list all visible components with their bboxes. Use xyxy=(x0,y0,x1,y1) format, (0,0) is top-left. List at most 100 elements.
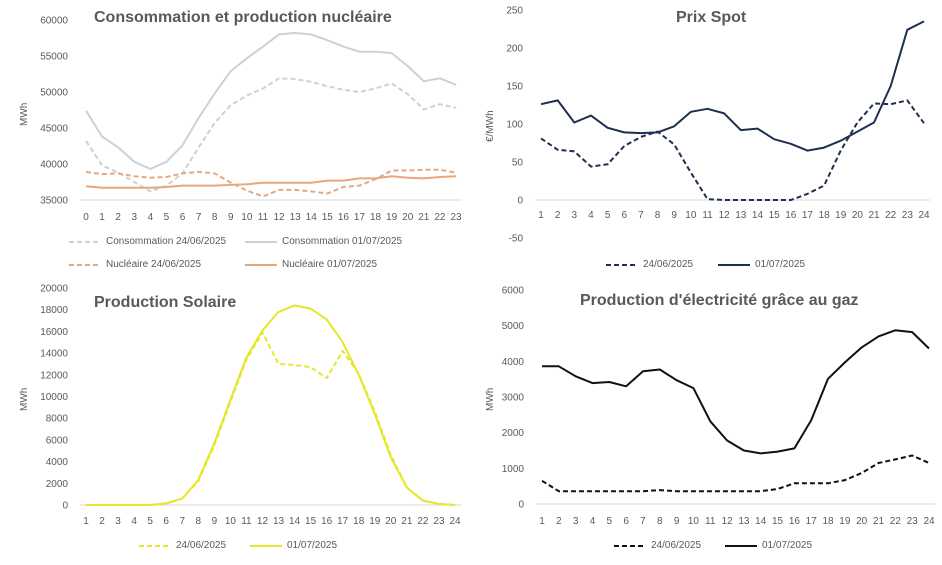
x-tick-label: 9 xyxy=(228,212,234,223)
legend-swatch-solid-black xyxy=(725,544,757,547)
x-tick-label: 18 xyxy=(822,516,834,527)
x-tick-label: 14 xyxy=(752,210,764,221)
x-tick-label: 21 xyxy=(418,212,430,223)
x-tick-label: 20 xyxy=(852,210,864,221)
consumption-y-axis-label: MWh xyxy=(19,102,30,126)
legend-swatch-dashed-yellow xyxy=(139,544,171,547)
legend-label: Nucléaire 01/07/2025 xyxy=(282,259,378,270)
x-tick-label: 5 xyxy=(164,212,170,223)
x-tick-label: 20 xyxy=(402,212,414,223)
legend-swatch-solid-grey xyxy=(245,240,277,243)
x-tick-label: 9 xyxy=(671,210,677,221)
x-tick-label: 1 xyxy=(538,210,544,221)
x-tick-label: 23 xyxy=(907,516,919,527)
x-tick-label: 4 xyxy=(148,212,154,223)
series-line-1 xyxy=(85,32,457,170)
x-tick-label: 16 xyxy=(338,212,350,223)
x-tick-label: 22 xyxy=(417,516,429,527)
consumption-chart-title: Consommation et production nucléaire xyxy=(94,9,392,26)
gas-y-axis-label: MWh xyxy=(485,387,496,411)
legend-swatch-dashed-navy xyxy=(606,263,638,266)
series-line-2 xyxy=(85,168,457,198)
y-tick-label: 10000 xyxy=(40,392,68,403)
legend-label: 24/06/2025 xyxy=(176,540,227,551)
x-tick-label: 17 xyxy=(806,516,818,527)
legend-swatch-dashed-grey xyxy=(69,240,101,243)
legend-swatch-dashed-black xyxy=(614,544,646,547)
x-tick-label: 17 xyxy=(802,210,814,221)
y-tick-label: 150 xyxy=(506,82,523,93)
legend-label: 24/06/2025 xyxy=(651,540,702,551)
legend-swatch-solid-yellow xyxy=(250,544,282,547)
x-tick-label: 2 xyxy=(555,210,561,221)
consumption-chart-panel: 35000 40000 45000 50000 55000 60000 0 1 2 3 4 5 6 7 8 9… xyxy=(0,0,471,283)
y-tick-label: 14000 xyxy=(40,349,68,360)
legend-item-gaz-24-06: 24/06/2025 xyxy=(613,540,701,551)
x-tick-label: 1 xyxy=(99,212,105,223)
x-tick-label: 16 xyxy=(785,210,797,221)
legend-item-nucleaire-24-06: Nucléaire 24/06/2025 xyxy=(68,259,201,270)
x-tick-label: 3 xyxy=(131,212,137,223)
y-tick-label: 0 xyxy=(517,196,523,207)
y-tick-label: 6000 xyxy=(502,286,525,297)
x-tick-label: 5 xyxy=(605,210,611,221)
x-tick-label: 20 xyxy=(385,516,397,527)
x-tick-label: 23 xyxy=(450,212,462,223)
legend-label: 01/07/2025 xyxy=(755,259,806,270)
x-tick-label: 14 xyxy=(289,516,301,527)
x-tick-label: 4 xyxy=(131,516,137,527)
x-tick-label: 6 xyxy=(623,516,629,527)
x-tick-label: 18 xyxy=(370,212,382,223)
x-tick-label: 21 xyxy=(868,210,880,221)
y-tick-label: -50 xyxy=(509,234,524,245)
series-line-3 xyxy=(85,175,457,189)
solar-chart-title: Production Solaire xyxy=(94,294,237,311)
gas-chart-title: Production d'électricité grâce au gaz xyxy=(580,292,859,309)
x-tick-label: 12 xyxy=(719,210,731,221)
x-tick-label: 10 xyxy=(241,212,253,223)
x-tick-label: 10 xyxy=(688,516,700,527)
y-tick-label: 55000 xyxy=(40,52,68,63)
solar-chart-svg: 0 2000 4000 6000 8000 10000 12000 14000 16000 180… xyxy=(40,284,461,527)
x-tick-label: 5 xyxy=(607,516,613,527)
spot-price-chart-panel: -50 0 50 100 150 200 250 1 2 3 4 5 6 7 8 9 10 11 12 13 14 15 1… xyxy=(471,0,942,283)
x-tick-label: 10 xyxy=(685,210,697,221)
x-tick-label: 19 xyxy=(386,212,398,223)
x-tick-label: 15 xyxy=(322,212,334,223)
y-tick-label: 8000 xyxy=(46,414,69,425)
legend-swatch-dashed-orange xyxy=(69,263,101,266)
y-tick-label: 100 xyxy=(506,120,523,131)
series-line-1 xyxy=(542,329,930,455)
legend-swatch-solid-orange xyxy=(245,263,277,266)
legend-label: 01/07/2025 xyxy=(762,540,813,551)
x-tick-label: 19 xyxy=(839,516,851,527)
y-tick-label: 16000 xyxy=(40,327,68,338)
x-tick-label: 24 xyxy=(918,210,930,221)
legend-label: 24/06/2025 xyxy=(643,259,694,270)
y-tick-label: 0 xyxy=(62,501,68,512)
legend-label: 01/07/2025 xyxy=(287,540,338,551)
y-tick-label: 2000 xyxy=(46,479,69,490)
x-tick-label: 15 xyxy=(305,516,317,527)
y-tick-label: 50000 xyxy=(40,88,68,99)
x-tick-label: 13 xyxy=(290,212,302,223)
x-tick-label: 8 xyxy=(657,516,663,527)
x-tick-label: 1 xyxy=(539,516,545,527)
solar-y-axis-label: MWh xyxy=(19,387,30,411)
x-tick-label: 9 xyxy=(212,516,218,527)
y-tick-label: 45000 xyxy=(40,124,68,135)
x-tick-label: 23 xyxy=(902,210,914,221)
legend-label: Nucléaire 24/06/2025 xyxy=(106,259,202,270)
y-tick-label: 60000 xyxy=(40,16,68,27)
x-tick-label: 22 xyxy=(434,212,446,223)
x-tick-label: 16 xyxy=(789,516,801,527)
legend-label: Consommation 01/07/2025 xyxy=(282,236,403,247)
x-tick-label: 24 xyxy=(449,516,461,527)
x-tick-label: 12 xyxy=(722,516,734,527)
x-tick-label: 9 xyxy=(674,516,680,527)
legend-item-solaire-24-06: 24/06/2025 xyxy=(138,540,226,551)
y-tick-label: 0 xyxy=(518,500,524,511)
x-tick-label: 2 xyxy=(556,516,562,527)
x-tick-label: 6 xyxy=(163,516,169,527)
legend-label: Consommation 24/06/2025 xyxy=(106,236,227,247)
